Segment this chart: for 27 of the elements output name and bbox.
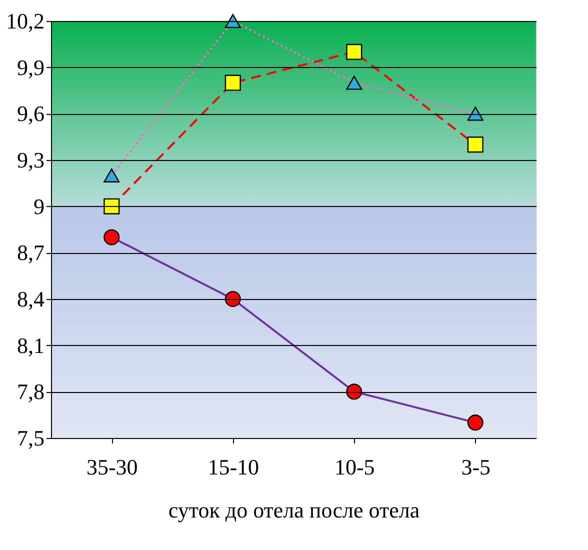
point bbox=[346, 44, 362, 60]
point bbox=[467, 414, 484, 431]
point bbox=[346, 76, 362, 90]
point bbox=[467, 106, 484, 121]
point bbox=[224, 74, 241, 91]
point bbox=[104, 168, 120, 182]
point bbox=[224, 291, 241, 307]
y-tick-label: 8,7 bbox=[17, 240, 44, 266]
x-tick-label: 35-30 bbox=[86, 454, 138, 480]
x-tick-label: 10-5 bbox=[334, 454, 375, 480]
point bbox=[346, 384, 362, 400]
point bbox=[467, 136, 484, 153]
y-tick-label: 9,3 bbox=[17, 148, 44, 172]
y-tick-label: 10,2 bbox=[6, 8, 44, 34]
y-tick-label: 8,1 bbox=[17, 332, 44, 358]
y-tick-label: 8,4 bbox=[17, 286, 44, 312]
point bbox=[104, 198, 120, 214]
x-axis-title: суток до отела после отела bbox=[168, 498, 420, 522]
x-tick-label: 15-10 bbox=[208, 454, 260, 480]
y-tick-label: 9,6 bbox=[17, 101, 44, 126]
point bbox=[104, 229, 120, 246]
point bbox=[224, 14, 241, 28]
y-tick-label: 7,8 bbox=[17, 379, 44, 404]
y-tick-label: 9,9 bbox=[17, 54, 44, 80]
y-tick-label: 7,5 bbox=[17, 426, 44, 450]
x-tick-label: 3-5 bbox=[461, 454, 491, 480]
y-tick-label: 9 bbox=[34, 194, 44, 219]
